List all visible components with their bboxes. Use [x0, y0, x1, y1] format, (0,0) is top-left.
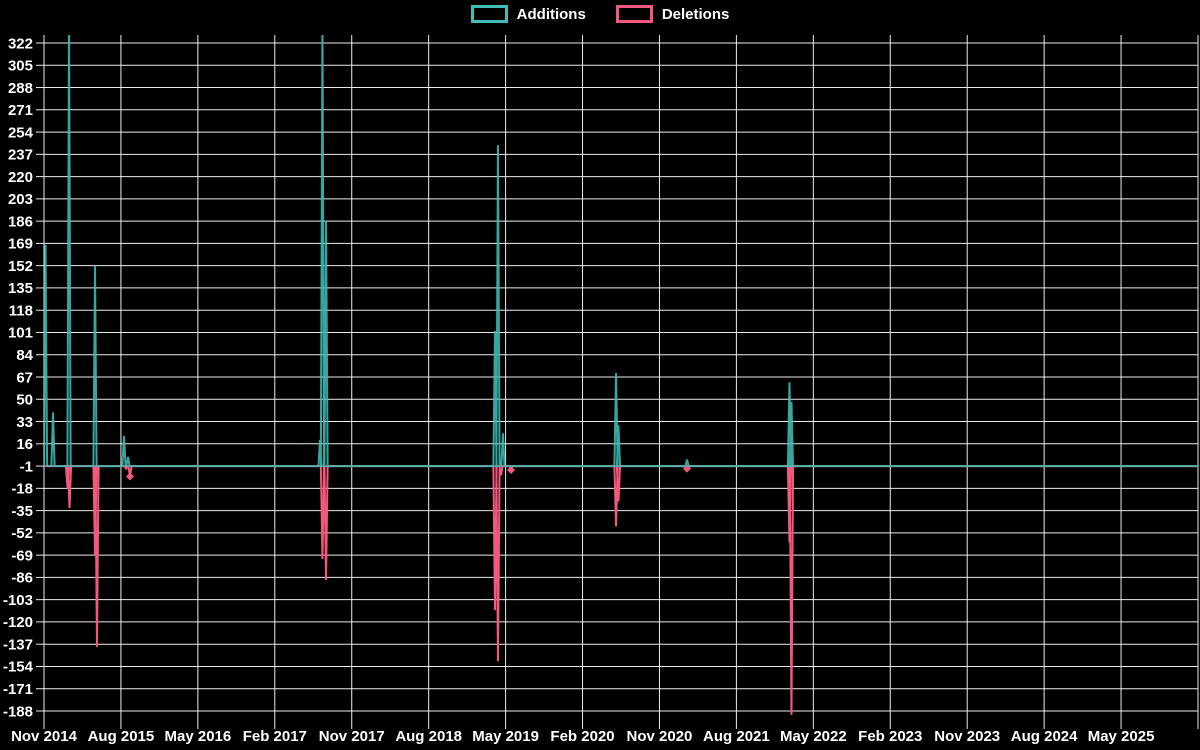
y-tick-label: -52	[11, 525, 33, 542]
y-tick-label: -188	[3, 703, 33, 720]
y-tick-label: 186	[8, 213, 33, 230]
legend-item-deletions[interactable]: Deletions	[615, 5, 730, 23]
y-tick-label: 152	[8, 258, 33, 275]
deletions-swatch-icon	[615, 5, 653, 23]
x-tick-label: Nov 2017	[319, 728, 385, 745]
x-tick-label: Aug 2021	[703, 728, 770, 745]
x-tick-label: Nov 2023	[934, 728, 1000, 745]
y-tick-label: 135	[8, 280, 33, 297]
additions-line	[44, 35, 1198, 468]
deletions-point-marker	[507, 465, 516, 474]
x-tick-label: Feb 2020	[550, 728, 614, 745]
y-tick-label: 33	[16, 414, 33, 431]
legend-label-deletions: Deletions	[661, 5, 730, 23]
y-tick-label: 84	[16, 347, 33, 364]
y-tick-label: 169	[8, 236, 33, 253]
y-tick-label: -69	[11, 547, 33, 564]
y-tick-label: 305	[8, 58, 33, 75]
deletions-line	[44, 465, 1198, 715]
y-tick-label: -103	[3, 592, 33, 609]
y-tick-label: 271	[8, 102, 33, 119]
legend-item-additions[interactable]: Additions	[470, 5, 586, 23]
x-tick-label: Feb 2023	[858, 728, 922, 745]
y-tick-label: 118	[9, 302, 33, 319]
y-tick-label: 254	[8, 124, 34, 141]
y-tick-label: 322	[8, 35, 33, 52]
y-tick-label: -154	[3, 659, 34, 676]
x-tick-label: Nov 2014	[11, 728, 78, 745]
y-tick-label: 220	[8, 169, 33, 186]
x-tick-label: Aug 2024	[1011, 728, 1078, 745]
y-tick-label: 288	[8, 80, 33, 97]
legend-label-additions: Additions	[516, 5, 586, 23]
y-tick-label: -35	[11, 503, 33, 520]
x-tick-label: Feb 2017	[243, 728, 307, 745]
plot-area	[44, 35, 1198, 715]
x-tick-label: Aug 2015	[88, 728, 155, 745]
deletions-point-marker	[125, 472, 134, 481]
y-tick-label: -1	[20, 458, 33, 475]
y-tick-label: -18	[11, 481, 33, 498]
y-tick-label: -86	[11, 570, 33, 587]
x-tick-label: May 2016	[165, 728, 232, 745]
x-tick-label: May 2022	[780, 728, 847, 745]
y-tick-label: 50	[16, 392, 33, 409]
x-tick-label: Nov 2020	[627, 728, 693, 745]
y-tick-label: 101	[8, 325, 33, 342]
additions-swatch-icon	[470, 5, 508, 23]
axis-labels: 322 305 288 271 254 237 220 203 186 169 152 135 118 1…	[3, 35, 1154, 745]
y-tick-label: 16	[16, 436, 33, 453]
y-tick-label: 67	[16, 369, 33, 386]
y-tick-label: -171	[3, 681, 33, 698]
y-tick-label: -120	[3, 614, 33, 631]
y-tick-label: 203	[8, 191, 33, 208]
x-tick-label: May 2025	[1088, 728, 1155, 745]
chart-legend: Additions Deletions	[0, 5, 1200, 23]
y-tick-label: -137	[3, 636, 33, 653]
x-tick-label: May 2019	[472, 728, 539, 745]
x-tick-label: Aug 2018	[395, 728, 462, 745]
y-tick-label: 237	[8, 147, 33, 164]
